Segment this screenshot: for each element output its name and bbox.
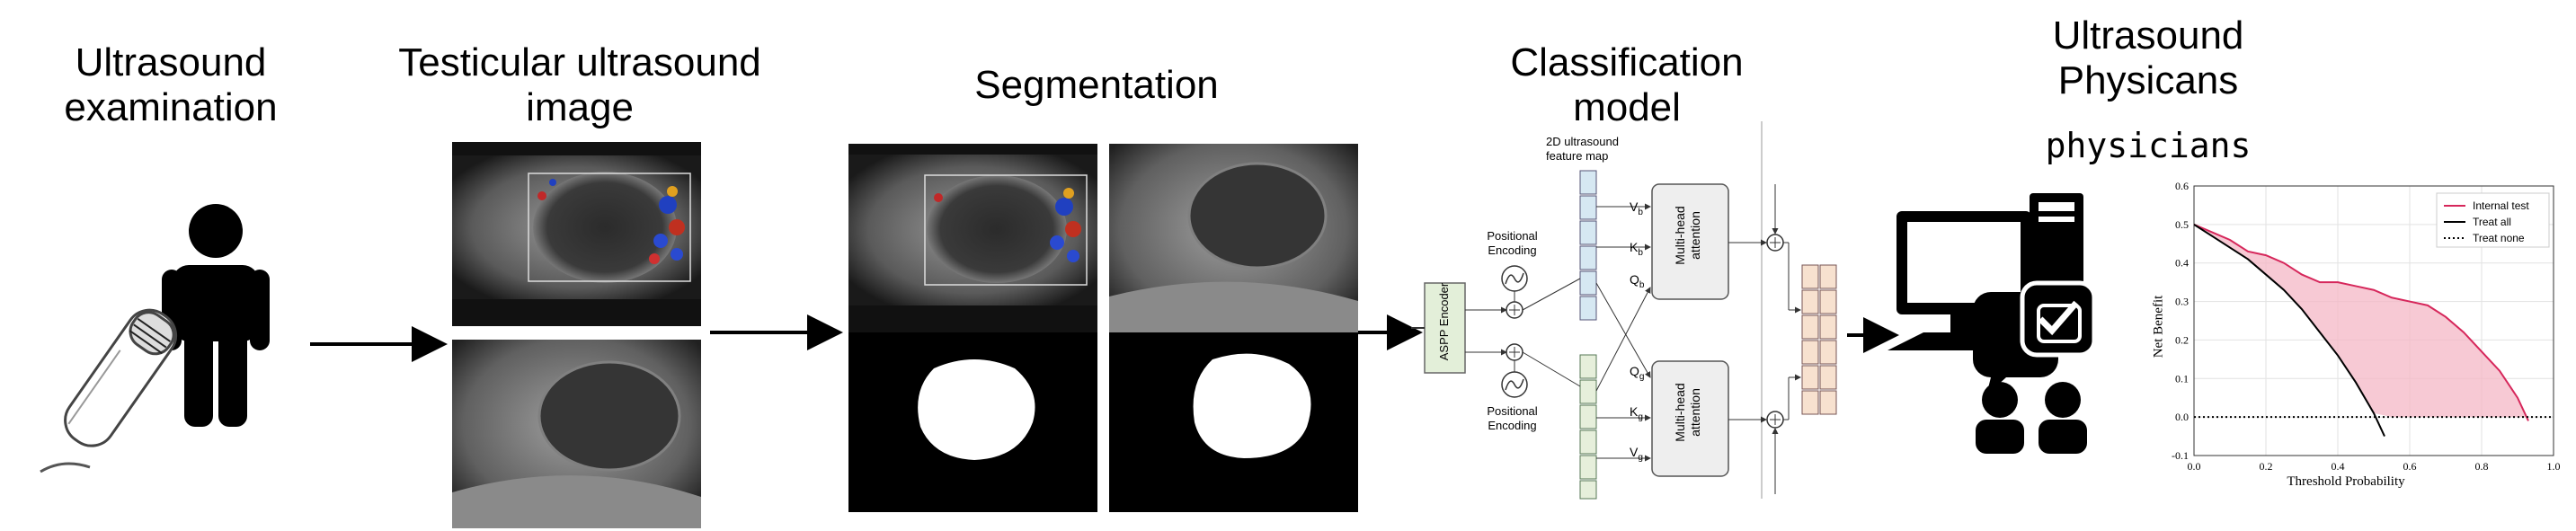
x-tick-label: 0.0 [2188, 460, 2201, 473]
title-testicular-image: Testicular ultrasound image [398, 40, 761, 129]
segmentation-mask-2 [1109, 332, 1358, 512]
series-line [2193, 223, 2529, 421]
attention-block-top [1651, 183, 1729, 300]
legend-label: Treat all [2473, 216, 2511, 228]
legend-box [2436, 192, 2550, 248]
qb-label: Qb [1630, 272, 1645, 290]
chart-xlabel: Threshold Probability [2287, 474, 2405, 489]
attention-bottom-label: Multi-head attention [1673, 383, 1702, 442]
x-tick-label: 0.4 [2332, 460, 2345, 473]
positional-encoding-bottom-label: Positional Encoding [1487, 404, 1538, 432]
title-segmentation: Segmentation [974, 63, 1219, 107]
ultrasound-probe-icon [40, 308, 178, 473]
feature-map-label: 2D ultrasound feature map [1546, 135, 1619, 163]
chart-ylabel: Net Benefit [2151, 295, 2166, 358]
net-benefit-area [2194, 224, 2528, 421]
segmentation-doppler-panel [848, 144, 1097, 512]
feature-column-top [1579, 170, 1597, 321]
person-icon [162, 204, 270, 427]
y-tick-label: 0.4 [2175, 257, 2189, 270]
computer-physicians-icon [1888, 193, 2097, 454]
y-tick-label: -0.1 [2172, 449, 2189, 462]
output-feature-grid [1801, 264, 1837, 415]
x-tick-label: 0.8 [2475, 460, 2489, 473]
us-image-doppler [452, 142, 701, 326]
title-classification-model: Classification model [1510, 40, 1744, 129]
kg-label: Kg [1630, 404, 1643, 422]
decision-curve-chart: 0.0 0.2 0.4 0.6 0.8 1.0-0.10.00.10.20.30.40.5… [2172, 180, 2561, 473]
x-tick-label: 1.0 [2547, 460, 2561, 473]
title-ultrasound-physicians: Ultrasound Physicans [2052, 13, 2244, 102]
attention-block-bottom [1651, 360, 1729, 477]
y-tick-label: 0.5 [2175, 218, 2189, 231]
feature-column-bottom [1579, 354, 1597, 500]
attention-top-label: Multi-head attention [1673, 206, 1702, 265]
qg-label: Qg [1630, 364, 1645, 382]
positional-encoding-top-label: Positional Encoding [1487, 229, 1538, 257]
y-tick-label: 0.1 [2175, 372, 2189, 385]
title-ultrasound-examination: Ultrasound examination [64, 40, 278, 129]
y-tick-label: 0.0 [2175, 411, 2189, 423]
aspp-encoder-block [1424, 282, 1466, 374]
legend-label: Internal test [2473, 199, 2529, 212]
vb-label: Vb [1630, 199, 1643, 217]
y-tick-label: 0.2 [2175, 333, 2189, 346]
subtitle-physicians: physicians [2045, 126, 2252, 165]
classification-architecture [1411, 121, 1837, 500]
vg-label: Vg [1630, 445, 1643, 463]
us-image-grayscale [452, 340, 701, 528]
x-tick-label: 0.2 [2260, 460, 2273, 473]
segmentation-mask-1 [848, 332, 1097, 512]
legend-label: Treat none [2473, 232, 2525, 244]
segmentation-grayscale-panel [1109, 144, 1358, 512]
series-line [2193, 224, 2385, 437]
y-tick-label: 0.6 [2175, 180, 2189, 192]
x-tick-label: 0.6 [2403, 460, 2417, 473]
plot-frame [2193, 185, 2554, 456]
aspp-encoder-label: ASPP Encoder [1437, 282, 1451, 361]
kb-label: Kb [1630, 240, 1643, 258]
y-tick-label: 0.3 [2175, 296, 2189, 308]
